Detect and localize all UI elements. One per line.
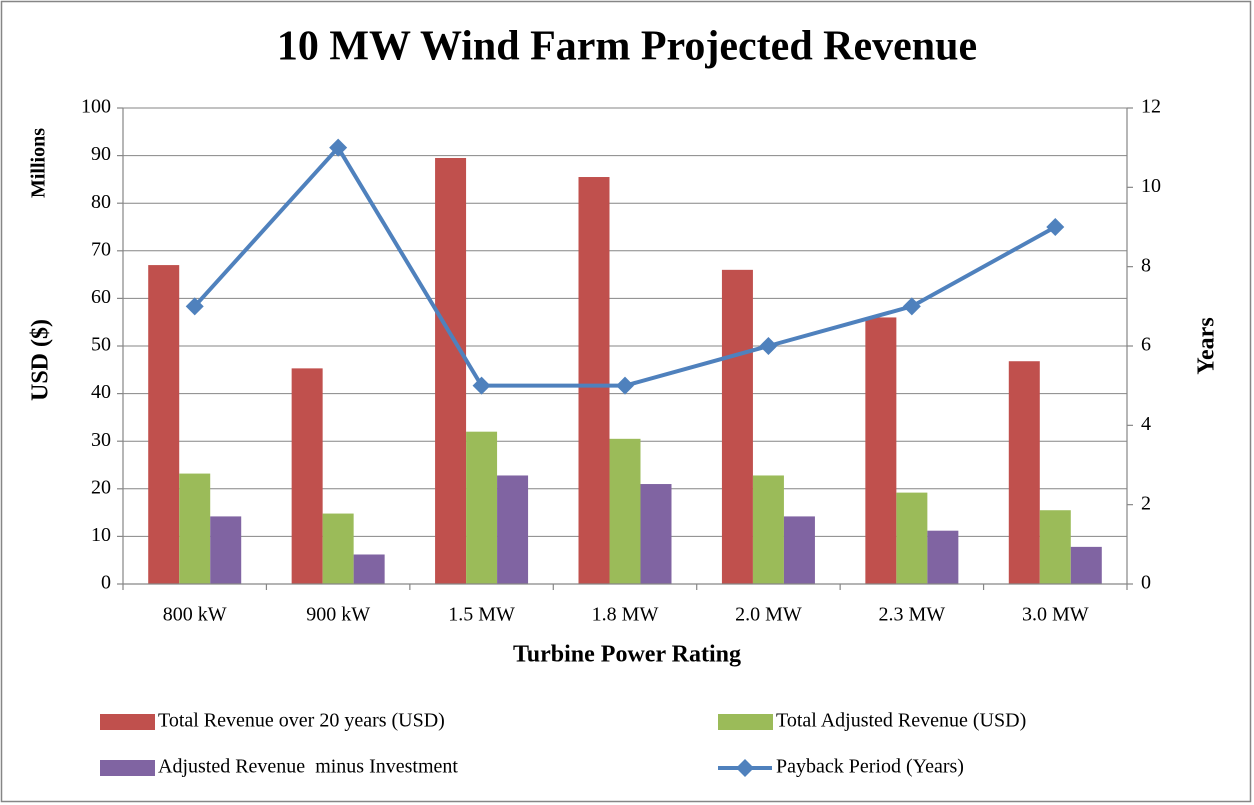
chart-title: 10 MW Wind Farm Projected Revenue: [277, 24, 977, 70]
bar: [466, 431, 498, 584]
line-marker: [1046, 218, 1065, 236]
y-tick-label: 100: [81, 96, 111, 118]
line-marker: [902, 297, 921, 316]
legend-label: Total Adjusted Revenue (USD): [776, 710, 1026, 732]
bar: [1039, 510, 1071, 584]
bar: [1008, 361, 1040, 584]
y-tick-label: 0: [101, 572, 111, 594]
y-unit-label: Millions: [28, 128, 50, 198]
x-tick-label: 3.0 MW: [1022, 604, 1089, 626]
y2-tick-label: 12: [1141, 96, 1161, 118]
bar: [497, 475, 529, 584]
legend-label: Payback Period (Years): [776, 756, 964, 778]
legend-label: Total Revenue over 20 years (USD): [158, 710, 445, 732]
x-tick-label: 900 kW: [306, 604, 370, 626]
line-marker: [616, 376, 634, 395]
y2-tick-label: 6: [1141, 334, 1151, 356]
line-marker: [472, 376, 491, 395]
y-tick-label: 80: [91, 191, 111, 213]
line-marker: [759, 337, 778, 355]
bar: [148, 265, 180, 584]
bar: [1070, 546, 1102, 584]
legend-swatch: [100, 714, 155, 730]
y2-tick-label: 0: [1141, 572, 1151, 594]
bar: [865, 317, 897, 584]
y-tick-label: 40: [91, 381, 111, 403]
y-tick-label: 20: [91, 476, 111, 498]
y-tick-label: 50: [91, 334, 111, 356]
bar: [752, 475, 784, 584]
bar: [896, 492, 928, 584]
y2-tick-label: 8: [1141, 254, 1151, 276]
y2-tick-label: 4: [1141, 413, 1151, 435]
y-tick-label: 60: [91, 286, 111, 308]
bar: [640, 484, 672, 584]
y2-tick-label: 10: [1141, 175, 1161, 197]
y-tick-label: 70: [91, 238, 111, 260]
legend-swatch: [718, 714, 773, 730]
x-tick-label: 2.0 MW: [735, 604, 802, 626]
bar: [353, 554, 385, 584]
y-tick-label: 90: [91, 143, 111, 165]
bar: [435, 157, 467, 585]
bar: [179, 473, 211, 584]
line-marker: [329, 138, 348, 157]
bar: [721, 269, 753, 584]
line-marker: [185, 297, 204, 316]
y2-axis-title: Years: [1194, 317, 1220, 374]
bar: [609, 438, 641, 584]
bar: [210, 516, 242, 584]
y-tick-label: 10: [91, 524, 111, 546]
y-axis-title: USD ($): [28, 319, 54, 401]
x-tick-label: 1.8 MW: [592, 604, 659, 626]
bar: [578, 177, 610, 584]
legend-swatch: [100, 760, 155, 776]
bar: [322, 513, 354, 584]
bar: [783, 516, 815, 584]
y-tick-label: 30: [91, 429, 111, 451]
x-tick-label: 800 kW: [163, 604, 227, 626]
bar: [927, 530, 959, 584]
y2-tick-label: 2: [1141, 492, 1151, 514]
legend-marker: [736, 759, 754, 777]
x-tick-label: 1.5 MW: [448, 604, 515, 626]
legend-label: Adjusted Revenue minus Investment: [158, 756, 458, 778]
x-axis-title: Turbine Power Rating: [513, 642, 741, 668]
bar: [291, 368, 323, 584]
x-tick-label: 2.3 MW: [879, 604, 946, 626]
